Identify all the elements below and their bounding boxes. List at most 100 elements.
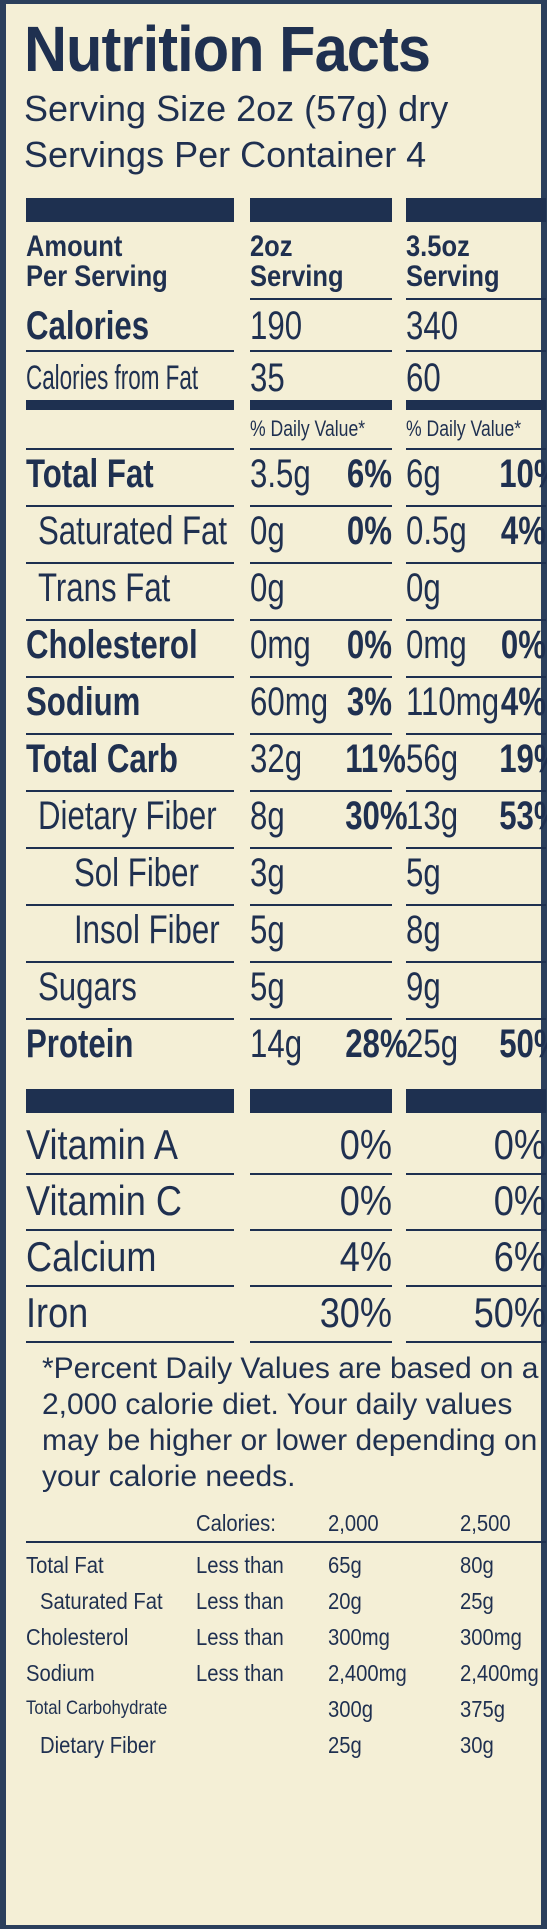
nutrient-4-rule-2	[250, 733, 392, 735]
amount-label: Amount	[26, 230, 123, 263]
vitamin-label: Vitamin C	[26, 1177, 182, 1224]
nutrient-label: Total Carb	[26, 737, 178, 781]
nutrient-amount-col1: 5g	[250, 908, 285, 952]
nutrient-label: Insol Fiber	[74, 908, 220, 952]
nutrient-1-rule-2	[250, 562, 392, 564]
nutrient-amount-col2: 8g	[406, 908, 441, 952]
vitamin-2-rule-3	[406, 1285, 546, 1287]
nutrient-dv-col1: 11%	[345, 737, 406, 781]
vitamin-label: Vitamin A	[26, 1121, 178, 1168]
nutrient-dv-col2: 19%	[499, 737, 547, 781]
vitamin-2-rule-1	[26, 1285, 234, 1287]
nutrient-3-rule-1	[26, 676, 234, 678]
footer-row: Total Carbohydrate 300g 375g	[20, 1691, 531, 1727]
footer-row-label: Cholesterol	[26, 1624, 129, 1650]
nutrient-0-rule-2	[250, 505, 392, 507]
calories-rule-3	[406, 350, 546, 352]
nutrient-3-rule-3	[406, 676, 546, 678]
per-serving-label: Per Serving	[26, 260, 168, 293]
nutrient-4-rule-1	[26, 733, 234, 735]
nutrient-amount-col2: 25g	[406, 1022, 459, 1066]
nutrient-6-rule-1	[26, 847, 234, 849]
col1-size: 2oz	[250, 230, 293, 263]
calories-col1: 190	[250, 304, 303, 348]
vitamins-bar-2	[250, 1089, 392, 1113]
nutrient-8-rule-3	[406, 961, 546, 963]
calories-fat-col2: 60	[406, 356, 441, 400]
servings-per-container: Servings Per Container 4	[24, 134, 427, 175]
vitamin-0-rule-3	[406, 1173, 546, 1175]
nutrient-amount-col1: 14g	[250, 1022, 303, 1066]
nutrient-label: Dietary Fiber	[38, 794, 217, 838]
nutrient-amount-col1: 3.5g	[250, 452, 311, 496]
footer-row-2500: 2,400mg	[460, 1660, 539, 1686]
footer-row-2000: 300mg	[328, 1624, 390, 1650]
footer-rule	[26, 1541, 546, 1543]
footer-row-condition: Less than	[196, 1552, 284, 1578]
footer-cal-2500: 2,500	[460, 1510, 511, 1536]
nutrient-amount-col2: 56g	[406, 737, 459, 781]
nutrient-amount-col2: 9g	[406, 965, 441, 1009]
nutrient-amount-col2: 0.5g	[406, 509, 467, 553]
dv-header-rule-2	[250, 448, 392, 450]
nutrient-label: Sugars	[38, 965, 137, 1009]
footer-row-2000: 25g	[328, 1732, 362, 1758]
footer-row-2000: 65g	[328, 1552, 362, 1578]
col2-size: 3.5oz	[406, 230, 470, 263]
nutrient-7-rule-1	[26, 904, 234, 906]
vitamin-0-rule-1	[26, 1173, 234, 1175]
nutrient-8-rule-2	[250, 961, 392, 963]
vitamin-3-rule-1	[26, 1341, 234, 1343]
calories-fat-rule-3	[406, 400, 546, 410]
nutrient-amount-col1: 0mg	[250, 623, 311, 667]
footer-row-condition: Less than	[196, 1624, 284, 1650]
nutrient-7-rule-3	[406, 904, 546, 906]
vitamin-col1: 0%	[339, 1177, 392, 1224]
footnote: *Percent Daily Values are based on a 2,0…	[42, 1352, 539, 1493]
nutrient-dv-col2: 4%	[500, 509, 546, 553]
footer-row-2000: 300g	[328, 1696, 374, 1722]
footer-row-2500: 375g	[460, 1696, 506, 1722]
nutrient-dv-col1: 0%	[346, 509, 392, 553]
nutrient-7-rule-2	[250, 904, 392, 906]
nutrient-dv-col2: 4%	[500, 680, 546, 724]
vitamin-1-rule-3	[406, 1229, 546, 1231]
vitamin-2-rule-2	[250, 1285, 392, 1287]
nutrient-table: Amount Per Serving 2oz Serving 3.5oz Serving C…	[20, 198, 547, 1361]
nutrient-5-rule-2	[250, 790, 392, 792]
nutrient-amount-col1: 3g	[250, 851, 285, 895]
dv-header-col1: % Daily Value*	[250, 416, 366, 441]
dv-header-col2: % Daily Value*	[406, 416, 522, 441]
footer-row: Saturated Fat Less than 20g 25g	[20, 1583, 531, 1619]
nutrient-0-rule-3	[406, 505, 546, 507]
nutrient-2-rule-3	[406, 619, 546, 621]
nutrient-amount-col2: 5g	[406, 851, 441, 895]
nutrient-label: Sodium	[26, 680, 141, 724]
nutrient-dv-col1: 6%	[346, 452, 392, 496]
nutrition-label: Nutrition Facts Serving Size 2oz (57g) d…	[6, 4, 547, 1925]
footer-row: Sodium Less than 2,400mg 2,400mg	[20, 1655, 539, 1691]
vitamin-col2: 50%	[473, 1289, 546, 1336]
calories-col2: 340	[406, 304, 459, 348]
nutrient-1-rule-3	[406, 562, 546, 564]
nutrient-amount-col1: 0g	[250, 509, 285, 553]
dv-header-rule-1	[26, 448, 234, 450]
nutrient-4-rule-3	[406, 733, 546, 735]
vitamin-col2: 0%	[493, 1121, 546, 1168]
nutrient-9-rule-2	[250, 1018, 392, 1020]
footer-row-2500: 80g	[460, 1552, 494, 1578]
footer-row-2500: 300mg	[460, 1624, 522, 1650]
calories-fat-rule-1	[26, 400, 234, 410]
nutrient-amount-col1: 5g	[250, 965, 285, 1009]
nutrient-5-rule-3	[406, 790, 546, 792]
nutrient-0-rule-1	[26, 505, 234, 507]
nutrient-dv-col1: 28%	[345, 1022, 408, 1066]
vitamin-col1: 4%	[339, 1233, 392, 1280]
header-rule-2	[250, 298, 392, 300]
footer-row-condition: Less than	[196, 1588, 284, 1614]
nutrient-dv-col2: 50%	[499, 1022, 547, 1066]
vitamin-col2: 0%	[493, 1177, 546, 1224]
nutrient-dv-col2: 0%	[500, 623, 546, 667]
footer-row-label: Dietary Fiber	[40, 1732, 156, 1758]
nutrient-amount-col2: 110mg	[406, 680, 500, 724]
